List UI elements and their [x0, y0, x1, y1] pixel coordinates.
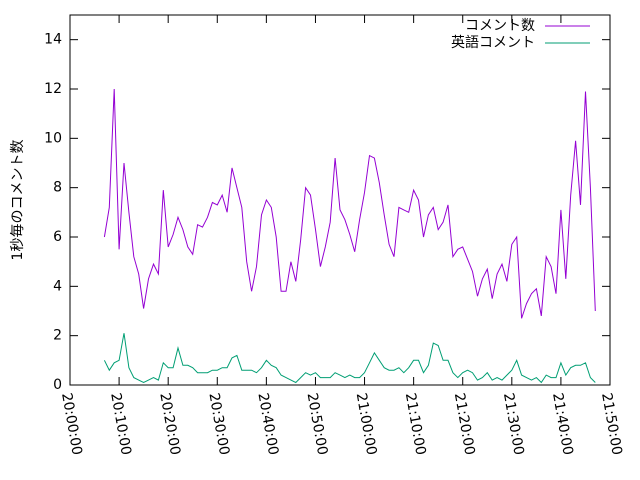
x-tick-label: 21:20:00 — [451, 392, 478, 457]
y-tick-label: 14 — [44, 32, 62, 48]
x-tick-label: 21:30:00 — [500, 392, 527, 457]
y-axis-label: 1秒毎のコメント数 — [10, 140, 26, 261]
series-line — [103, 333, 596, 384]
y-tick-label: 10 — [44, 130, 62, 146]
x-tick-label: 20:30:00 — [205, 392, 232, 457]
x-tick-label: 20:50:00 — [304, 392, 331, 457]
y-tick-label: 8 — [53, 180, 62, 196]
x-tick-label: 21:00:00 — [353, 392, 380, 457]
x-tick-label: 21:40:00 — [549, 392, 576, 457]
legend-label: 英語コメント — [451, 34, 535, 51]
x-tick-label: 20:20:00 — [156, 392, 183, 457]
x-tick-label: 21:50:00 — [598, 392, 625, 457]
x-tick-label: 21:10:00 — [402, 392, 429, 457]
plot-border — [69, 14, 611, 386]
y-tick-label: 4 — [53, 278, 62, 294]
x-tick-label: 20:40:00 — [254, 392, 281, 457]
legend-label: コメント数 — [465, 18, 535, 34]
series-line — [103, 88, 596, 319]
y-tick-label: 0 — [53, 377, 62, 393]
x-tick-label: 20:00:00 — [58, 392, 85, 457]
y-tick-label: 2 — [53, 328, 62, 344]
x-tick-label: 20:10:00 — [107, 392, 134, 457]
y-tick-label: 12 — [44, 81, 62, 97]
y-tick-label: 6 — [53, 229, 62, 245]
